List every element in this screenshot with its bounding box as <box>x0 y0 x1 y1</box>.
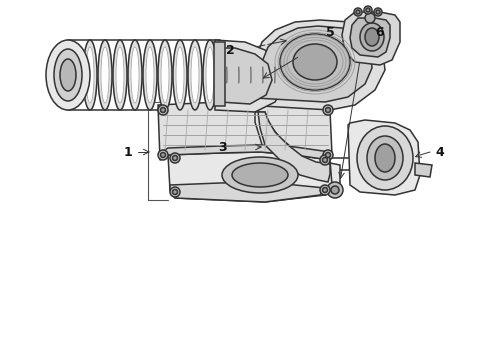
Ellipse shape <box>206 47 214 103</box>
Ellipse shape <box>146 47 154 103</box>
Ellipse shape <box>322 188 327 193</box>
Ellipse shape <box>325 108 330 112</box>
Polygon shape <box>160 145 330 160</box>
Ellipse shape <box>280 34 350 90</box>
Ellipse shape <box>320 185 330 195</box>
Ellipse shape <box>54 49 82 101</box>
Ellipse shape <box>176 47 184 103</box>
Ellipse shape <box>116 47 124 103</box>
Ellipse shape <box>365 13 375 23</box>
Ellipse shape <box>375 144 395 172</box>
Ellipse shape <box>158 105 168 115</box>
Polygon shape <box>258 112 330 182</box>
Ellipse shape <box>98 40 112 110</box>
Ellipse shape <box>161 153 166 158</box>
Ellipse shape <box>323 105 333 115</box>
Ellipse shape <box>83 40 97 110</box>
Ellipse shape <box>364 6 372 14</box>
Text: 3: 3 <box>218 140 226 153</box>
Ellipse shape <box>60 59 76 91</box>
Polygon shape <box>255 26 372 102</box>
Ellipse shape <box>374 8 382 16</box>
Ellipse shape <box>322 158 327 162</box>
Ellipse shape <box>161 47 169 103</box>
Polygon shape <box>220 48 272 104</box>
Ellipse shape <box>203 40 217 110</box>
Ellipse shape <box>191 47 199 103</box>
Text: 4: 4 <box>436 145 444 158</box>
Ellipse shape <box>46 40 90 110</box>
Text: 5: 5 <box>326 26 334 39</box>
Polygon shape <box>170 182 325 202</box>
Ellipse shape <box>161 108 166 112</box>
Ellipse shape <box>356 10 360 14</box>
Ellipse shape <box>131 47 139 103</box>
Ellipse shape <box>172 189 177 194</box>
Ellipse shape <box>188 40 202 110</box>
Ellipse shape <box>232 163 288 187</box>
Ellipse shape <box>376 10 380 14</box>
Ellipse shape <box>331 186 339 194</box>
Ellipse shape <box>143 40 157 110</box>
Ellipse shape <box>222 157 298 193</box>
Ellipse shape <box>158 150 168 160</box>
Polygon shape <box>350 18 390 57</box>
Ellipse shape <box>173 40 187 110</box>
Ellipse shape <box>158 40 172 110</box>
Polygon shape <box>158 102 332 160</box>
Ellipse shape <box>357 126 413 190</box>
Polygon shape <box>342 12 400 65</box>
Polygon shape <box>215 40 285 112</box>
Ellipse shape <box>366 8 370 12</box>
Ellipse shape <box>113 40 127 110</box>
Ellipse shape <box>323 150 333 160</box>
Polygon shape <box>245 20 385 110</box>
Ellipse shape <box>365 28 379 46</box>
Ellipse shape <box>170 153 180 163</box>
Text: 2: 2 <box>225 44 234 57</box>
Text: 6: 6 <box>376 26 384 39</box>
Ellipse shape <box>101 47 109 103</box>
Ellipse shape <box>86 47 94 103</box>
Ellipse shape <box>128 40 142 110</box>
Ellipse shape <box>354 8 362 16</box>
Ellipse shape <box>320 155 330 165</box>
Ellipse shape <box>293 44 337 80</box>
Ellipse shape <box>170 187 180 197</box>
Ellipse shape <box>325 153 330 158</box>
Polygon shape <box>168 152 332 202</box>
Ellipse shape <box>172 156 177 161</box>
Text: 1: 1 <box>123 145 132 158</box>
Polygon shape <box>415 163 432 177</box>
Polygon shape <box>255 112 340 195</box>
Ellipse shape <box>360 23 384 51</box>
Polygon shape <box>214 42 225 106</box>
Ellipse shape <box>327 182 343 198</box>
Polygon shape <box>348 120 420 195</box>
Ellipse shape <box>367 136 403 180</box>
